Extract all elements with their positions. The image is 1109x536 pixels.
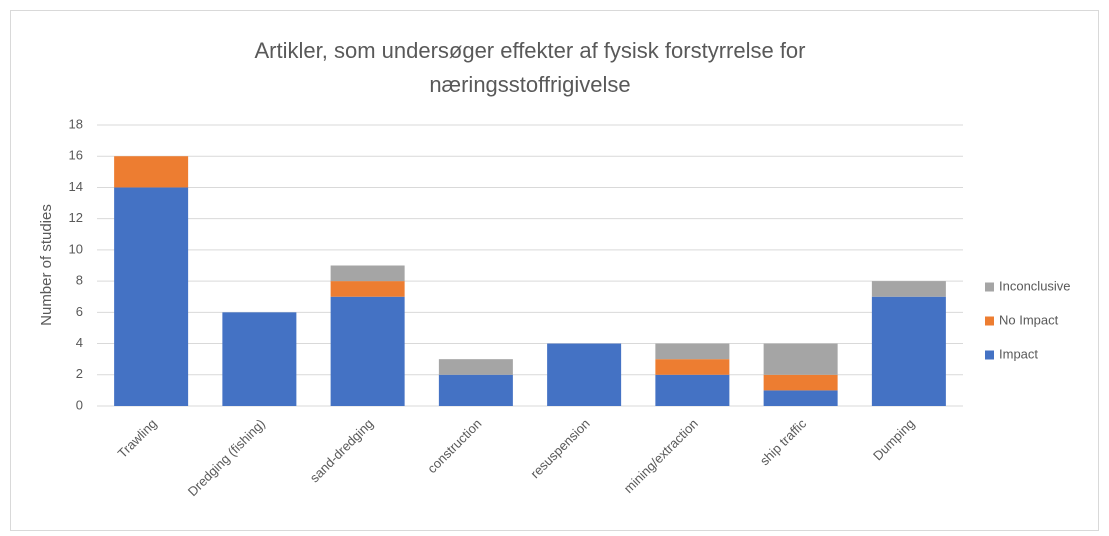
y-tick-label: 10 <box>69 241 83 256</box>
y-tick-label: 14 <box>69 179 83 194</box>
bar-segment <box>655 359 730 375</box>
legend-swatch <box>985 316 994 326</box>
legend-label: No Impact <box>999 312 1059 327</box>
legend-swatch <box>985 350 994 360</box>
bar-segment <box>222 312 297 406</box>
chart-title: Artikler, som undersøger effekter af fys… <box>255 38 806 63</box>
legend-label: Inconclusive <box>999 278 1071 293</box>
y-tick-label: 0 <box>76 397 83 412</box>
chart-border <box>10 10 1099 531</box>
chart-title: næringsstoffrigivelse <box>429 72 630 97</box>
bar-segment <box>438 359 513 375</box>
bar-segment <box>330 296 405 406</box>
y-tick-label: 18 <box>69 116 83 131</box>
bar-segment <box>114 156 189 188</box>
y-tick-label: 6 <box>76 304 83 319</box>
y-tick-label: 4 <box>76 335 83 350</box>
bar-segment <box>763 374 838 391</box>
y-tick-label: 16 <box>69 148 83 163</box>
legend-label: Impact <box>999 346 1038 361</box>
bar-segment <box>763 390 838 406</box>
y-tick-label: 12 <box>69 210 83 225</box>
bar-segment <box>330 265 405 282</box>
bar-segment <box>438 374 513 406</box>
bar-segment <box>547 343 622 406</box>
bar-segment <box>330 281 405 297</box>
y-tick-label: 2 <box>76 366 83 381</box>
bar-segment <box>655 343 730 360</box>
y-tick-label: 8 <box>76 273 83 288</box>
bar-segment <box>114 187 189 406</box>
bar-segment <box>655 374 730 406</box>
legend-swatch <box>985 282 994 292</box>
bar-segment <box>763 343 838 375</box>
bar-segment <box>871 296 946 406</box>
bar-segment <box>871 281 946 297</box>
y-axis-label: Number of studies <box>38 204 55 326</box>
